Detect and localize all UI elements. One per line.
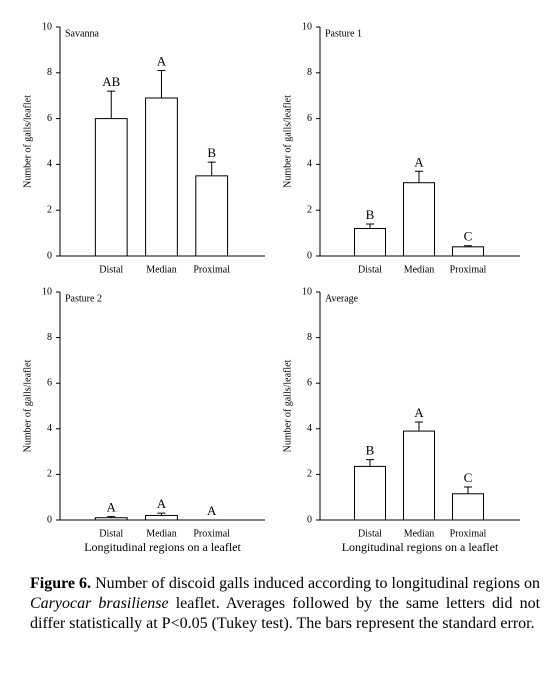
error-bar (464, 486, 472, 494)
y-axis-label: Number of galls/leaflet (22, 95, 33, 188)
error-bar (157, 512, 166, 516)
y-tick-label: 2 (47, 469, 52, 480)
bar (403, 430, 435, 521)
y-tick-label: 8 (47, 67, 52, 78)
x-tick-label: Median (404, 264, 435, 275)
y-tick-label: 6 (307, 113, 312, 124)
x-tick-label: Distal (99, 264, 123, 275)
bar (94, 118, 128, 257)
bar (354, 465, 386, 521)
y-tick-label: 6 (47, 377, 52, 388)
caption-text: leaflet. Averages followed by the same l… (30, 595, 541, 632)
panel-title: Pasture 2 (65, 293, 102, 304)
bar (403, 182, 435, 257)
x-tick-label: Distal (358, 528, 382, 539)
error-bar (366, 223, 374, 229)
significance-letter: B (366, 443, 375, 458)
significance-letter: B (366, 207, 375, 222)
bar (354, 228, 386, 257)
error-bar (157, 70, 166, 98)
y-tick-label: 8 (307, 67, 312, 78)
significance-letter: A (157, 496, 167, 511)
significance-letter: C (464, 470, 473, 485)
bar (145, 97, 178, 257)
significance-letter: A (414, 405, 424, 420)
y-tick-label: 4 (47, 159, 52, 170)
bar (195, 175, 229, 257)
caption-label: Figure 6. (30, 575, 92, 592)
y-tick-label: 0 (307, 514, 312, 525)
panel-title: Savanna (65, 28, 99, 39)
x-tick-label: Proximal (193, 264, 230, 275)
panel-title: Average (325, 293, 359, 304)
significance-letter: A (414, 154, 424, 169)
y-tick-label: 6 (47, 113, 52, 124)
error-bar (107, 90, 116, 119)
x-tick-label: Distal (358, 264, 382, 275)
x-tick-label: Proximal (193, 528, 230, 539)
y-tick-label: 0 (307, 250, 312, 261)
x-tick-label: Median (146, 264, 177, 275)
significance-letter: AB (102, 74, 120, 89)
y-tick-label: 2 (307, 469, 312, 480)
y-axis-label: Number of galls/leaflet (282, 95, 293, 188)
caption-text: Number of discoid galls induced accordin… (95, 575, 540, 592)
y-tick-label: 2 (47, 204, 52, 215)
error-bar (464, 245, 472, 247)
y-tick-label: 0 (47, 514, 52, 525)
y-axis-label: Number of galls/leaflet (282, 359, 293, 452)
significance-letter: A (207, 503, 217, 518)
y-tick-label: 4 (47, 423, 52, 434)
x-axis-label: Longitudinal regions on a leaflet (342, 540, 499, 554)
y-tick-label: 0 (47, 250, 52, 261)
error-bar (107, 516, 116, 518)
significance-letter: C (464, 229, 473, 244)
y-tick-label: 2 (307, 204, 312, 215)
significance-letter: A (157, 53, 167, 68)
caption-species: Caryocar brasiliense (30, 595, 169, 612)
error-bar (415, 170, 423, 183)
error-bar (366, 459, 374, 467)
caption: Figure 6. Number of discoid galls induce… (30, 574, 540, 634)
y-tick-label: 4 (307, 159, 312, 170)
bar (452, 493, 484, 521)
y-tick-label: 10 (302, 21, 312, 32)
y-tick-label: 8 (307, 332, 312, 343)
panel-title: Pasture 1 (325, 28, 362, 39)
x-tick-label: Distal (99, 528, 123, 539)
y-tick-label: 6 (307, 377, 312, 388)
bar (452, 246, 484, 257)
x-tick-label: Median (404, 528, 435, 539)
x-axis-label: Longitudinal regions on a leaflet (84, 540, 241, 554)
x-tick-label: Median (146, 528, 177, 539)
bar (94, 517, 128, 521)
x-tick-label: Proximal (450, 264, 487, 275)
y-tick-label: 4 (307, 423, 312, 434)
bar (145, 514, 178, 521)
x-tick-label: Proximal (450, 528, 487, 539)
error-bar (415, 421, 423, 432)
significance-letter: B (207, 145, 216, 160)
y-tick-label: 8 (47, 332, 52, 343)
error-bar (207, 161, 216, 176)
y-tick-label: 10 (42, 21, 52, 32)
y-tick-label: 10 (42, 286, 52, 297)
significance-letter: A (107, 500, 117, 515)
y-tick-label: 10 (302, 286, 312, 297)
y-axis-label: Number of galls/leaflet (22, 359, 33, 452)
